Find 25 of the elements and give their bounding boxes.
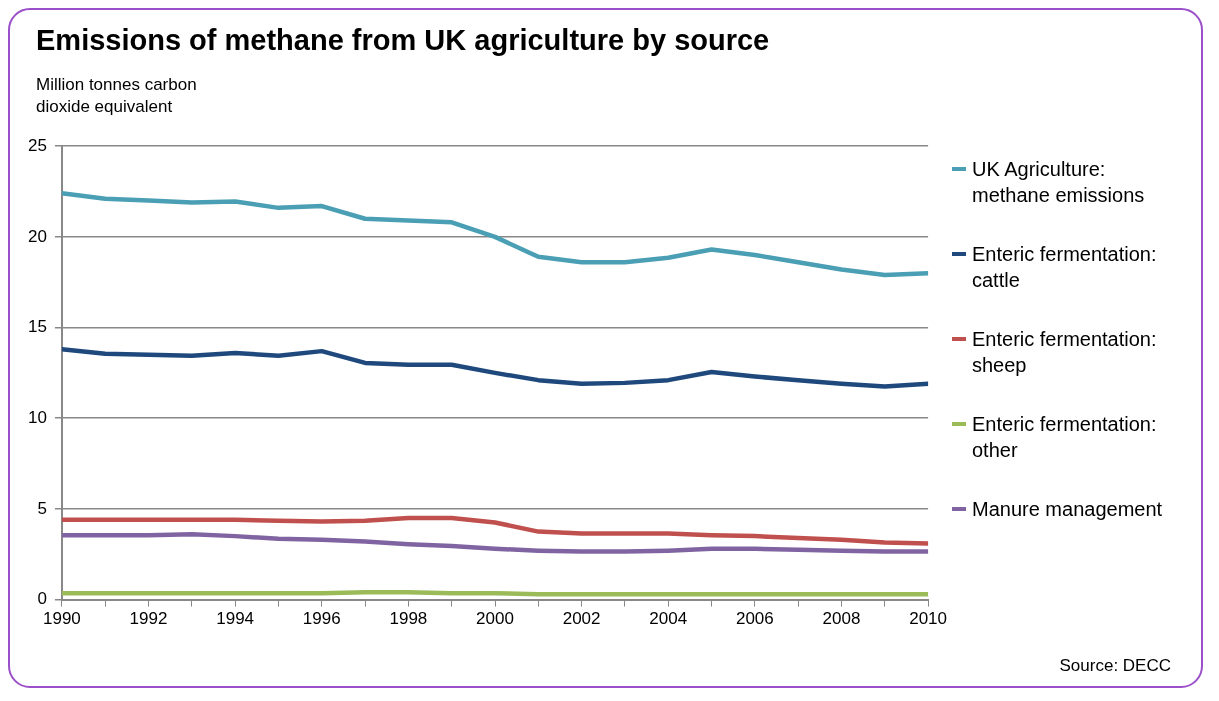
legend-label: UK Agriculture: methane emissions bbox=[972, 157, 1146, 208]
x-tick-label: 2000 bbox=[476, 609, 514, 629]
y-tick-label: 15 bbox=[27, 317, 47, 337]
y-tick-label: 5 bbox=[37, 498, 47, 518]
x-tick-label: 2002 bbox=[562, 609, 601, 629]
legend-label: Enteric fermentation: sheep bbox=[972, 327, 1158, 378]
x-tick-label: 2006 bbox=[735, 609, 774, 629]
source-note: Source: DECC bbox=[1059, 656, 1171, 676]
x-tick-label: 1996 bbox=[302, 609, 341, 629]
x-tick-label: 1992 bbox=[129, 609, 168, 629]
y-tick-label: 20 bbox=[27, 226, 47, 246]
y-tick-label: 25 bbox=[27, 135, 47, 155]
y-tick-label: 10 bbox=[27, 407, 47, 427]
x-tick-label: 1998 bbox=[389, 609, 428, 629]
chart-title: Emissions of methane from UK agriculture by source bbox=[36, 24, 770, 57]
legend-label: Enteric fermentation: other bbox=[972, 412, 1158, 463]
legend-label: Manure management bbox=[972, 497, 1164, 522]
x-tick-label: 1990 bbox=[43, 609, 81, 629]
y-axis-title: Million tonnes carbon dioxide equivalent bbox=[36, 74, 198, 118]
x-tick-label: 2008 bbox=[822, 609, 861, 629]
x-tick-label: 1994 bbox=[216, 609, 255, 629]
y-tick-label: 0 bbox=[37, 589, 47, 609]
legend-label: Enteric fermentation: cattle bbox=[972, 242, 1158, 293]
x-tick-label: 2010 bbox=[909, 609, 947, 629]
x-tick-label: 2004 bbox=[649, 609, 688, 629]
